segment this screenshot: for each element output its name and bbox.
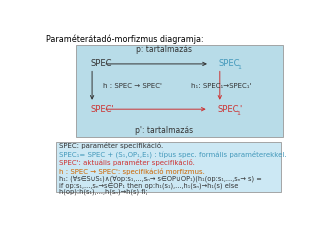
Text: h : SPEC → SPEC': h : SPEC → SPEC' (103, 83, 162, 89)
Text: SPEC': aktuális paraméter specifikáció.: SPEC': aktuális paraméter specifikáció. (59, 159, 195, 166)
Text: 1: 1 (237, 66, 241, 71)
Text: 1: 1 (236, 111, 240, 116)
Text: h(op):h(s₁),...,h(sₙ)→h(s) fi;: h(op):h(s₁),...,h(sₙ)→h(s) fi; (59, 189, 147, 195)
Text: SPEC: SPEC (217, 105, 239, 114)
Text: Paraméterátadó-morfizmus diagramja:: Paraméterátadó-morfizmus diagramja: (46, 34, 204, 44)
Text: h : SPEC → SPEC': specifikáció morfizmus.: h : SPEC → SPEC': specifikáció morfizmus… (59, 168, 204, 174)
Text: ': ' (240, 105, 242, 114)
Text: h₁: (∀s∈S∪S₁)∧(∀op:s₁,...,sₙ→ s∈OP∪OP₁)(h₁(op:s₁,...,sₙ→ s) =: h₁: (∀s∈S∪S₁)∧(∀op:s₁,...,sₙ→ s∈OP∪OP₁)(… (59, 176, 261, 182)
Text: if op:s₁,...,sₙ→s∈OP₁ then op:h₁(s₁),...,h₁(sₙ)→h₁(s) else: if op:s₁,...,sₙ→s∈OP₁ then op:h₁(s₁),...… (59, 182, 238, 189)
Text: p': tartalmazás: p': tartalmazás (135, 126, 193, 136)
Text: SPEC': SPEC' (91, 105, 115, 114)
Text: SPEC: SPEC (91, 60, 112, 68)
Text: SPEC₁= SPEC + (S₁,OP₁,E₁) : típus spec. formális paraméterekkel.: SPEC₁= SPEC + (S₁,OP₁,E₁) : típus spec. … (59, 150, 286, 158)
Text: h₁: SPEC₁→SPEC₁': h₁: SPEC₁→SPEC₁' (191, 83, 252, 89)
Bar (76, 44, 283, 137)
Text: SPEC: SPEC (219, 60, 240, 68)
Text: p: tartalmazás: p: tartalmazás (136, 45, 192, 54)
Text: SPEC: paraméter specifikáció.: SPEC: paraméter specifikáció. (59, 142, 163, 149)
Bar (56, 142, 281, 192)
